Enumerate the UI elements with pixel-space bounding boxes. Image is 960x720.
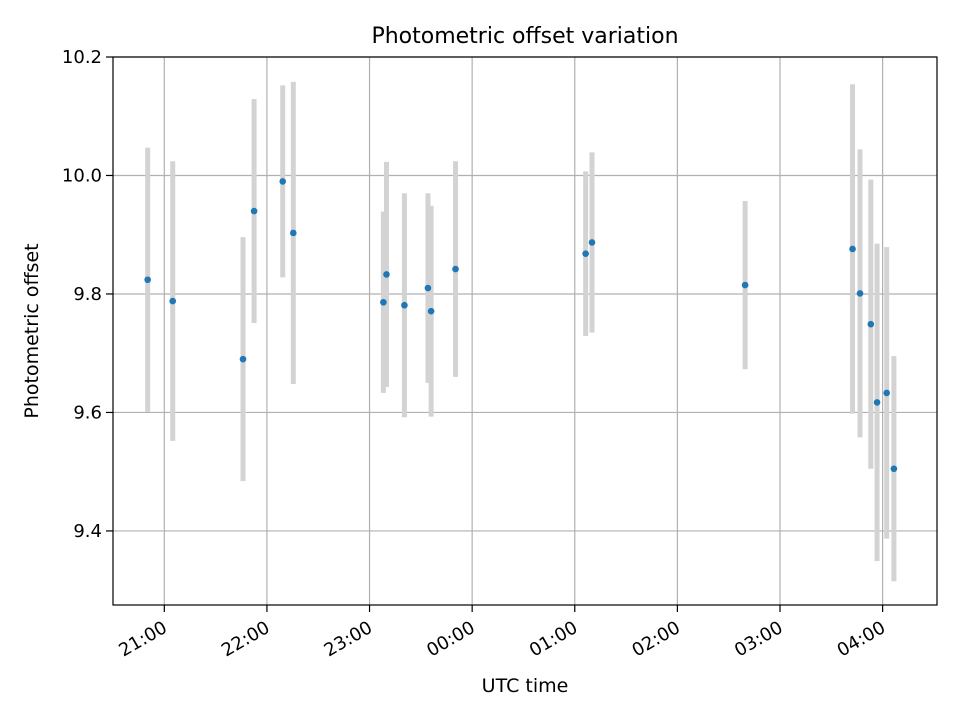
plot-frame <box>112 56 938 606</box>
data-point <box>873 399 881 406</box>
data-points <box>144 178 898 473</box>
data-point <box>289 229 297 237</box>
data-point <box>883 389 891 397</box>
data-point <box>169 297 177 305</box>
y-tick-label: 10.2 <box>62 47 102 68</box>
data-point <box>849 245 856 253</box>
y-axis-label: Photometric offset <box>21 243 43 418</box>
y-tick-label: 9.6 <box>73 402 102 423</box>
y-tick-label: 10.0 <box>62 165 102 186</box>
data-point <box>856 290 864 297</box>
data-point <box>890 465 898 473</box>
y-tick-label: 9.8 <box>73 284 102 305</box>
data-point <box>144 276 151 284</box>
data-point <box>383 271 390 278</box>
data-point <box>452 265 459 273</box>
data-point <box>250 207 258 215</box>
data-point <box>424 284 432 292</box>
data-point <box>582 250 589 257</box>
data-point <box>741 281 749 289</box>
x-axis-label: UTC time <box>482 675 569 697</box>
data-point <box>239 355 247 363</box>
chart-title: Photometric offset variation <box>371 24 678 49</box>
y-tick-label: 9.4 <box>73 521 102 542</box>
data-point <box>427 307 435 315</box>
data-point <box>401 301 408 309</box>
data-point <box>279 178 287 185</box>
data-point <box>867 320 875 328</box>
y-axis-ticks: 9.4 9.6 9.8 10.0 10.2 <box>62 47 113 542</box>
data-point <box>380 298 387 306</box>
data-point <box>588 239 596 246</box>
